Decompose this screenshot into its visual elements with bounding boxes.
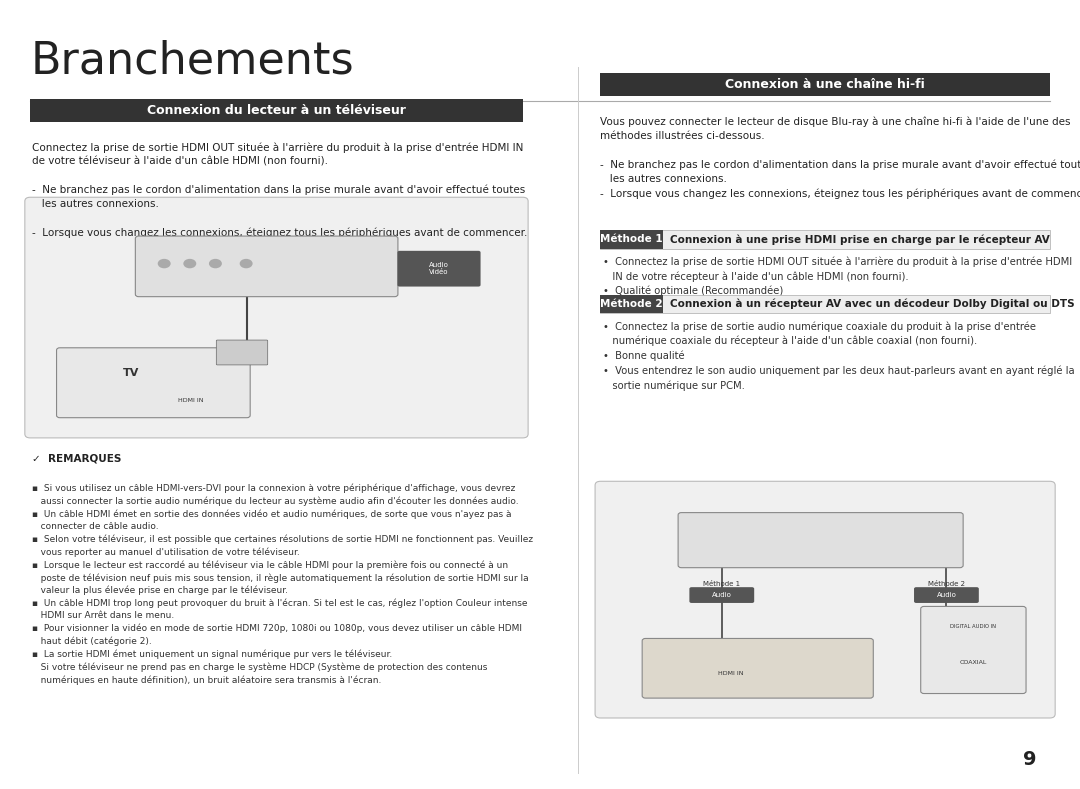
Text: Audio: Audio	[712, 592, 732, 598]
Text: •  Connectez la prise de sortie HDMI OUT située à l'arrière du produit à la pris: • Connectez la prise de sortie HDMI OUT …	[603, 256, 1071, 297]
Text: Audio: Audio	[936, 592, 957, 598]
FancyBboxPatch shape	[25, 197, 528, 438]
Text: Connectez la prise de sortie HDMI OUT située à l'arrière du produit à la prise d: Connectez la prise de sortie HDMI OUT si…	[32, 142, 528, 238]
Text: ▪  Si vous utilisez un câble HDMI-vers-DVI pour la connexion à votre périphériqu: ▪ Si vous utilisez un câble HDMI-vers-DV…	[32, 484, 534, 685]
Text: Méthode 1: Méthode 1	[703, 581, 741, 587]
FancyBboxPatch shape	[216, 340, 268, 365]
FancyBboxPatch shape	[643, 638, 874, 698]
Text: Méthode 2: Méthode 2	[928, 581, 964, 587]
Circle shape	[158, 259, 171, 268]
Text: Méthode 1: Méthode 1	[600, 234, 663, 245]
Text: HDMI IN: HDMI IN	[718, 671, 743, 676]
Text: Connexion à une chaîne hi-fi: Connexion à une chaîne hi-fi	[726, 78, 924, 91]
Text: Audio
Vidéo: Audio Vidéo	[429, 262, 449, 275]
FancyBboxPatch shape	[30, 99, 523, 122]
Text: COAXIAL: COAXIAL	[960, 660, 987, 665]
FancyBboxPatch shape	[689, 587, 754, 603]
FancyBboxPatch shape	[397, 251, 481, 286]
Text: Connexion du lecteur à un téléviseur: Connexion du lecteur à un téléviseur	[147, 104, 406, 117]
FancyBboxPatch shape	[56, 348, 251, 417]
Text: Connexion à une prise HDMI prise en charge par le récepteur AV: Connexion à une prise HDMI prise en char…	[670, 234, 1050, 245]
Text: TV: TV	[123, 368, 139, 378]
Text: ✓  REMARQUES: ✓ REMARQUES	[32, 454, 122, 464]
Text: 9: 9	[1024, 750, 1037, 769]
Text: Vous pouvez connecter le lecteur de disque Blu-ray à une chaîne hi-fi à l'aide d: Vous pouvez connecter le lecteur de disq…	[600, 117, 1080, 199]
Text: Méthode 2: Méthode 2	[600, 299, 663, 309]
Circle shape	[240, 259, 253, 268]
FancyBboxPatch shape	[921, 607, 1026, 694]
Text: Branchements: Branchements	[30, 40, 354, 83]
FancyBboxPatch shape	[600, 73, 1050, 96]
FancyBboxPatch shape	[595, 481, 1055, 718]
Circle shape	[184, 259, 197, 268]
Text: DIGITAL AUDIO IN: DIGITAL AUDIO IN	[950, 624, 997, 630]
Text: HDMI IN: HDMI IN	[178, 398, 203, 403]
Text: Connexion à un récepteur AV avec un décodeur Dolby Digital ou DTS: Connexion à un récepteur AV avec un déco…	[670, 299, 1075, 309]
FancyBboxPatch shape	[914, 587, 978, 603]
Circle shape	[208, 259, 221, 268]
FancyBboxPatch shape	[135, 236, 397, 297]
Text: •  Connectez la prise de sortie audio numérique coaxiale du produit à la prise d: • Connectez la prise de sortie audio num…	[603, 321, 1075, 391]
FancyBboxPatch shape	[600, 230, 1050, 249]
FancyBboxPatch shape	[600, 295, 1050, 313]
FancyBboxPatch shape	[678, 513, 963, 568]
FancyBboxPatch shape	[600, 230, 663, 249]
FancyBboxPatch shape	[600, 295, 663, 313]
